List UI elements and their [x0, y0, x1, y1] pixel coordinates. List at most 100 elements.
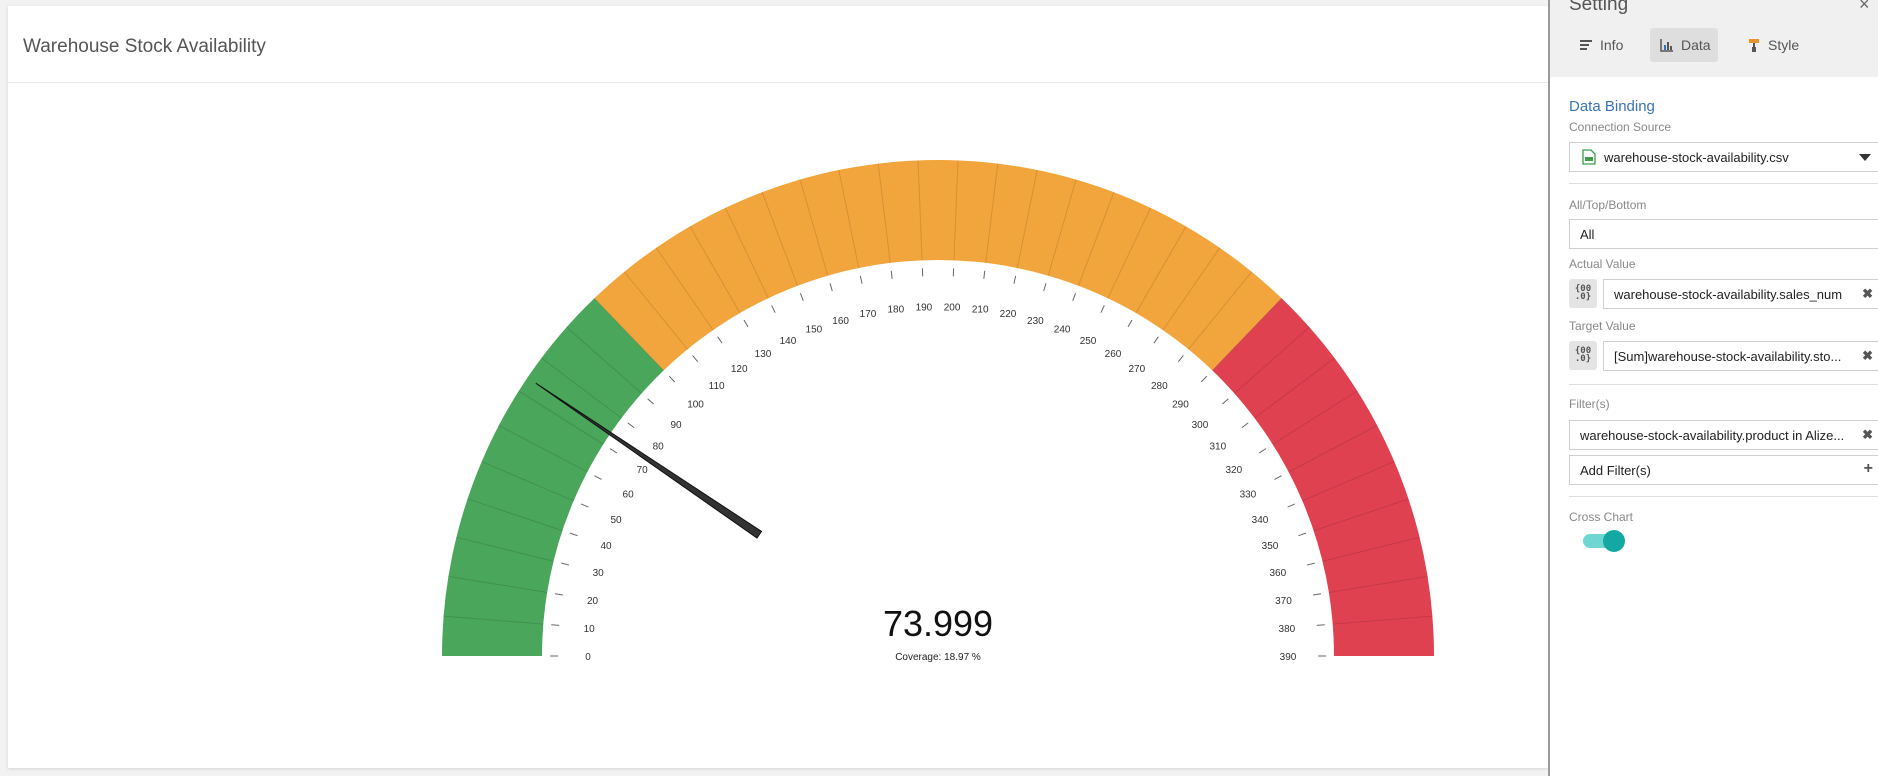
gauge-tick-label: 60 [623, 489, 635, 500]
gauge-tick-label: 300 [1192, 420, 1209, 431]
add-filter-label: Add Filter(s) [1580, 462, 1651, 478]
top-bottom-input[interactable]: All [1569, 219, 1878, 249]
chart-icon [1659, 37, 1675, 53]
gauge-coverage: Coverage: 18.97 % [895, 652, 981, 663]
target-value-field[interactable]: [Sum]warehouse-stock-availability.sto...… [1603, 341, 1878, 371]
gauge-tick [1241, 422, 1249, 429]
gauge-segment-line [1077, 192, 1115, 286]
gauge-tick-label: 350 [1262, 541, 1279, 552]
filter-item[interactable]: warehouse-stock-availability.product in … [1569, 420, 1878, 450]
gauge-tick-label: 220 [1000, 309, 1017, 320]
gauge-segment-line [985, 163, 999, 263]
gauge-segment-line [799, 179, 829, 276]
gauge-needle [535, 382, 763, 539]
gauge-tick [647, 398, 654, 405]
gauge-tick [1013, 275, 1017, 284]
gauge-tick-label: 20 [587, 596, 599, 607]
gauge-value: 73.999 [883, 603, 993, 644]
chevron-down-icon [1859, 154, 1871, 161]
gauge-segment-line [1047, 179, 1077, 276]
chart-card: Warehouse Stock Availability 0 10 20 30 40 50… [8, 6, 1548, 768]
tab-style-label: Style [1768, 37, 1800, 53]
gauge-tick-label: 0 [585, 652, 591, 663]
chart-title: Warehouse Stock Availability [23, 36, 266, 57]
gauge-tick [561, 562, 570, 566]
add-filter-button[interactable]: Add Filter(s) + [1569, 455, 1878, 485]
gauge-tick [890, 270, 893, 279]
actual-value-field[interactable]: warehouse-stock-availability.sales_num ✖ [1603, 279, 1878, 309]
gauge-tick-label: 30 [593, 568, 605, 579]
divider [1569, 183, 1878, 184]
settings-panel: Setting × Info Data Style Data Binding C… [1548, 0, 1878, 776]
gauge-tick-label: 40 [600, 541, 612, 552]
gauge-tick [743, 319, 749, 328]
tab-style[interactable]: Style [1737, 28, 1808, 62]
section-title: Data Binding [1569, 98, 1655, 115]
gauge-tick [1312, 593, 1322, 596]
formula-icon[interactable]: {00.0} [1569, 341, 1597, 370]
gauge-tick-label: 240 [1054, 325, 1071, 336]
gauge-tick [859, 275, 863, 284]
connection-source-select[interactable]: warehouse-stock-availability.csv [1569, 142, 1878, 172]
connection-source-label: Connection Source [1569, 120, 1672, 134]
cross-chart-label: Cross Chart [1569, 510, 1634, 524]
remove-target-icon[interactable]: ✖ [1862, 348, 1873, 363]
formula-icon[interactable]: {00.0} [1569, 279, 1597, 308]
tab-data-label: Data [1681, 37, 1711, 53]
gauge-tick [580, 503, 589, 508]
gauge-tick [771, 305, 776, 313]
tab-info[interactable]: Info [1569, 28, 1632, 62]
gauge-segment-line [1016, 169, 1038, 269]
gauge-segment-line [689, 226, 741, 314]
gauge-tick-label: 230 [1027, 316, 1044, 327]
gauge-segment-line [1272, 390, 1358, 445]
gauge-tick [717, 336, 723, 344]
remove-actual-icon[interactable]: ✖ [1862, 286, 1873, 301]
gauge-segment-line [566, 326, 642, 394]
gauge-segment-line [1188, 271, 1253, 350]
gauge-segment-line [1254, 357, 1335, 419]
gauge-tick-label: 280 [1151, 381, 1168, 392]
top-bottom-label: All/Top/Bottom [1569, 198, 1647, 212]
gauge-tick-label: 10 [584, 624, 596, 635]
gauge-segment-lines [443, 160, 1433, 625]
gauge-tick [1316, 624, 1325, 626]
close-icon[interactable]: × [1859, 0, 1870, 14]
card-header: Warehouse Stock Availability [8, 6, 1548, 83]
gauge-tick-label: 360 [1269, 568, 1286, 579]
gauge-tick [983, 270, 986, 279]
gauge-tick-label: 110 [709, 381, 725, 392]
gauge-tick [1298, 532, 1307, 537]
gauge-tick [609, 448, 618, 454]
gauge-segment-line [1328, 575, 1428, 593]
gauge-tick [1200, 375, 1208, 383]
paint-roller-icon [1746, 37, 1762, 53]
gauge-segment-line [917, 160, 923, 261]
remove-filter-icon[interactable]: ✖ [1862, 427, 1873, 442]
gauge-tick-label: 160 [832, 316, 849, 327]
gauge-tick-label: 200 [944, 302, 961, 313]
gauge-segment-line [655, 247, 714, 331]
gauge-tick-labels: 0 10 20 30 40 50 60 70 80 90 100 110 120 130 140 150 160… [584, 302, 1297, 663]
csv-file-icon [1582, 149, 1596, 165]
actual-value-label: Actual Value [1569, 257, 1636, 271]
gauge-tick-label: 380 [1279, 624, 1296, 635]
gauge-tick [1072, 293, 1077, 301]
toggle-knob [1603, 530, 1625, 552]
gauge-tick-label: 170 [860, 309, 877, 320]
gauge-tick [1100, 305, 1105, 313]
gauge-tick [1306, 562, 1315, 566]
panel-header: Setting × Info Data Style [1550, 0, 1878, 77]
cross-chart-toggle[interactable] [1583, 530, 1625, 552]
divider [1569, 496, 1878, 497]
connection-source-value: warehouse-stock-availability.csv [1604, 149, 1789, 165]
gauge-tick [829, 283, 833, 292]
gauge-tick-label: 120 [731, 364, 748, 375]
filters-label: Filter(s) [1569, 397, 1610, 411]
gauge-segment-line [1162, 247, 1221, 331]
gauge-tick [554, 593, 564, 596]
tab-data[interactable]: Data [1650, 28, 1718, 62]
gauge-segment-line [953, 160, 959, 261]
gauge-tick-label: 70 [637, 465, 649, 476]
gauge-segment-line [448, 575, 548, 593]
